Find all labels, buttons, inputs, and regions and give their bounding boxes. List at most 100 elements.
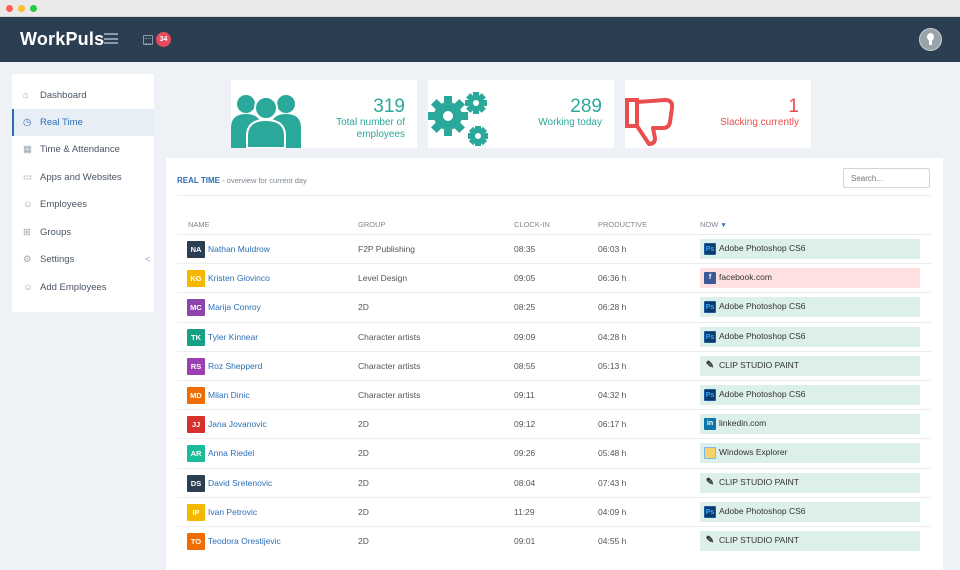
sidebar-item-dashboard[interactable]: ⌂ Dashboard — [12, 82, 154, 109]
chevron-left-icon: < — [145, 254, 151, 264]
table-row[interactable]: IP Ivan Petrovic 2D 11:29 04:09 h Ps Adobe Pho… — [177, 496, 932, 526]
current-app[interactable]: Ps Adobe Photoshop CS6 — [700, 239, 920, 259]
minimize-window-button[interactable] — [18, 5, 25, 12]
photoshop-icon: Ps — [704, 301, 716, 314]
user-avatar[interactable] — [919, 28, 942, 51]
sidebar-item-add-employees[interactable]: ☺ Add Employees — [12, 274, 154, 301]
current-app[interactable]: Ps Adobe Photoshop CS6 — [700, 385, 920, 405]
current-app-label: CLIP STUDIO PAINT — [719, 535, 799, 545]
productive-time: 04:32 h — [598, 390, 627, 400]
current-app-label: CLIP STUDIO PAINT — [719, 359, 799, 370]
table-row[interactable]: JJ Jana Jovanovic 2D 09:12 06:17 h in linkedin… — [177, 409, 932, 438]
employee-name-link[interactable]: Milan Dinic — [208, 390, 250, 400]
employee-name-link[interactable]: Marija Conroy — [208, 302, 261, 313]
current-app[interactable]: Ps Adobe Photoshop CS6 — [700, 326, 920, 347]
stat-value: 289 — [570, 96, 602, 117]
sort-caret-icon: ▼ — [720, 222, 727, 229]
productive-time: 06:17 h — [598, 419, 627, 430]
column-header-group[interactable]: GROUP — [358, 220, 386, 229]
clock-in-time: 08:35 — [514, 244, 536, 254]
sidebar-item-label: Add Employees — [40, 282, 107, 293]
table-row[interactable]: TK Tyler Kinnear Character artists 09:09 04:… — [177, 321, 932, 351]
table-row[interactable]: AR Anna Riedel 2D 09:26 05:48 h Windows Explo… — [177, 438, 932, 467]
table-row[interactable]: KG Kristen Giovinco Level Design 09:05 06:36… — [177, 263, 932, 292]
table-row[interactable]: NA Nathan Muldrow F2P Publishing 08:35 06:03… — [177, 234, 932, 263]
clock-in-time: 09:12 — [514, 419, 536, 430]
current-app[interactable]: Ps Adobe Photoshop CS6 — [700, 297, 920, 318]
table-row[interactable]: MC Marija Conroy 2D 08:25 06:28 h Ps Adobe Pho… — [177, 292, 932, 321]
table-row[interactable]: TO Teodora Orestijevic 2D 09:01 04:55 h ✎ CLIP… — [177, 526, 932, 555]
close-window-button[interactable] — [6, 5, 13, 12]
calendar-icon[interactable] — [143, 35, 153, 45]
employee-name-link[interactable]: Tyler Kinnear — [208, 331, 259, 342]
avatar-initials: TO — [187, 533, 205, 550]
search-input[interactable] — [843, 168, 930, 188]
menu-toggle-icon[interactable] — [104, 33, 118, 44]
current-app[interactable]: ✎ CLIP STUDIO PAINT — [700, 472, 920, 493]
sidebar-item-apps-and-websites[interactable]: ▭ Apps and Websites — [12, 164, 154, 191]
employee-group: 2D — [358, 419, 369, 430]
maximize-window-button[interactable] — [30, 5, 37, 12]
sidebar-item-label: Groups — [40, 227, 72, 238]
employee-name-link[interactable]: Roz Shepperd — [208, 360, 263, 371]
employee-group: Character artists — [358, 360, 421, 371]
user-icon: ☺ — [23, 199, 33, 210]
employee-group: 2D — [358, 448, 369, 459]
employee-name-link[interactable]: Ivan Petrovic — [208, 506, 258, 517]
sidebar-item-employees[interactable]: ☺ Employees — [12, 191, 154, 218]
current-app[interactable]: in linkedin.com — [700, 414, 920, 435]
stat-card-total: 319 Total number of employees — [231, 80, 417, 148]
employee-name-link[interactable]: Nathan Muldrow — [208, 244, 270, 254]
column-header-name[interactable]: NAME — [188, 220, 210, 229]
calendar-badge[interactable]: 34 — [156, 32, 171, 47]
gears-icon — [428, 92, 488, 146]
add-user-icon: ☺ — [23, 282, 33, 293]
employee-group: 2D — [358, 536, 369, 546]
avatar-initials: NA — [187, 241, 205, 258]
employee-group: Level Design — [358, 273, 408, 284]
employee-name-link[interactable]: David Sretenovic — [208, 477, 273, 488]
sidebar-item-label: Employees — [40, 199, 87, 210]
clock-in-time: 09:09 — [514, 331, 536, 342]
monitor-icon: ▭ — [23, 172, 32, 183]
current-app[interactable]: Windows Explorer — [700, 443, 920, 464]
table-row[interactable]: DS David Sretenovic 2D 08:04 07:43 h ✎ CLIP ST… — [177, 467, 932, 497]
current-app[interactable]: ✎ CLIP STUDIO PAINT — [700, 531, 920, 551]
employee-name-link[interactable]: Teodora Orestijevic — [208, 536, 281, 546]
realtime-panel: REAL TIME - overview for current day NAM… — [166, 158, 943, 570]
panel-divider — [177, 195, 932, 196]
stat-label: Working today — [538, 117, 602, 128]
avatar-initials: DS — [187, 474, 205, 492]
employee-name-link[interactable]: Jana Jovanovic — [208, 419, 267, 430]
productive-time: 04:55 h — [598, 536, 627, 546]
productive-time: 06:36 h — [598, 273, 627, 284]
sidebar-item-label: Settings — [40, 254, 75, 265]
productive-time: 04:09 h — [598, 506, 627, 517]
table-row[interactable]: RS Roz Shepperd Character artists 08:55 05:1… — [177, 350, 932, 380]
sidebar-item-real-time[interactable]: ◷ Real Time — [12, 109, 154, 136]
sidebar-item-settings[interactable]: ⚙ Settings < — [12, 246, 154, 273]
panel-subtitle: - overview for current day — [222, 176, 307, 185]
current-app[interactable]: Ps Adobe Photoshop CS6 — [700, 501, 920, 522]
column-header-now[interactable]: NOW ▼ — [700, 220, 727, 229]
avatar-initials: KG — [187, 270, 205, 288]
linkedin-icon: in — [704, 418, 716, 431]
clock-icon: ◷ — [23, 117, 32, 128]
employee-name-link[interactable]: Kristen Giovinco — [208, 273, 270, 284]
current-app-label: Adobe Photoshop CS6 — [719, 505, 806, 516]
sidebar-item-groups[interactable]: ⊞ Groups — [12, 219, 154, 246]
avatar-initials: MD — [187, 387, 205, 404]
photoshop-icon: Ps — [704, 505, 716, 518]
current-app-label: linkedin.com — [719, 418, 767, 429]
productive-time: 05:13 h — [598, 360, 627, 371]
sidebar-item-label: Time & Attendance — [40, 144, 120, 155]
current-app[interactable]: ✎ CLIP STUDIO PAINT — [700, 355, 920, 376]
employee-name-link[interactable]: Anna Riedel — [208, 448, 255, 459]
current-app[interactable]: f facebook.com — [700, 268, 920, 289]
panel-title: REAL TIME - overview for current day — [177, 176, 307, 185]
sidebar-item-time-attendance[interactable]: ▦ Time & Attendance — [12, 136, 154, 163]
table-row[interactable]: MD Milan Dinic Character artists 09:11 04:32… — [177, 380, 932, 409]
column-header-clockin[interactable]: CLOCK-IN — [514, 220, 550, 229]
app-logo[interactable]: WorkPuls — [20, 29, 105, 49]
column-header-productive[interactable]: PRODUCTIVE — [598, 220, 648, 229]
